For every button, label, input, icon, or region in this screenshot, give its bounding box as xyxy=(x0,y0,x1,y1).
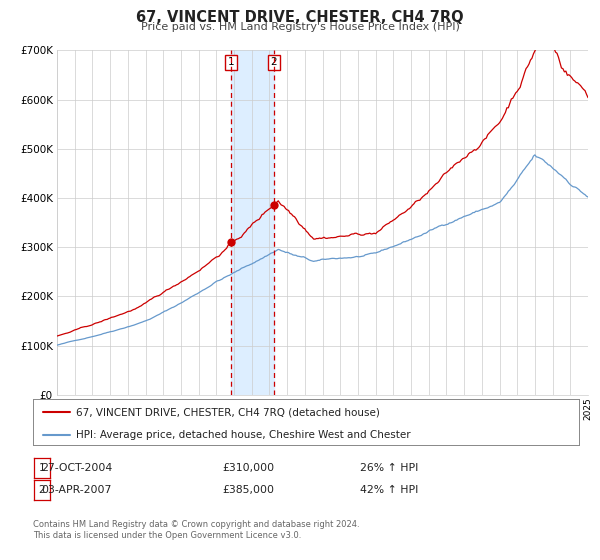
Text: Price paid vs. HM Land Registry's House Price Index (HPI): Price paid vs. HM Land Registry's House … xyxy=(140,22,460,32)
Text: 2: 2 xyxy=(38,485,46,495)
Text: HPI: Average price, detached house, Cheshire West and Chester: HPI: Average price, detached house, Ches… xyxy=(76,430,410,440)
Text: 67, VINCENT DRIVE, CHESTER, CH4 7RQ (detached house): 67, VINCENT DRIVE, CHESTER, CH4 7RQ (det… xyxy=(76,407,379,417)
Text: 1: 1 xyxy=(38,463,46,473)
Bar xyxy=(231,50,274,395)
Text: Contains HM Land Registry data © Crown copyright and database right 2024.
This d: Contains HM Land Registry data © Crown c… xyxy=(33,520,359,540)
Text: 03-APR-2007: 03-APR-2007 xyxy=(41,485,111,495)
Text: 2: 2 xyxy=(271,58,277,67)
Text: £310,000: £310,000 xyxy=(222,463,274,473)
Text: £385,000: £385,000 xyxy=(222,485,274,495)
Text: 26% ↑ HPI: 26% ↑ HPI xyxy=(360,463,418,473)
Text: 27-OCT-2004: 27-OCT-2004 xyxy=(41,463,112,473)
Text: 1: 1 xyxy=(227,58,234,67)
Text: 42% ↑ HPI: 42% ↑ HPI xyxy=(360,485,418,495)
Text: 67, VINCENT DRIVE, CHESTER, CH4 7RQ: 67, VINCENT DRIVE, CHESTER, CH4 7RQ xyxy=(136,10,464,25)
